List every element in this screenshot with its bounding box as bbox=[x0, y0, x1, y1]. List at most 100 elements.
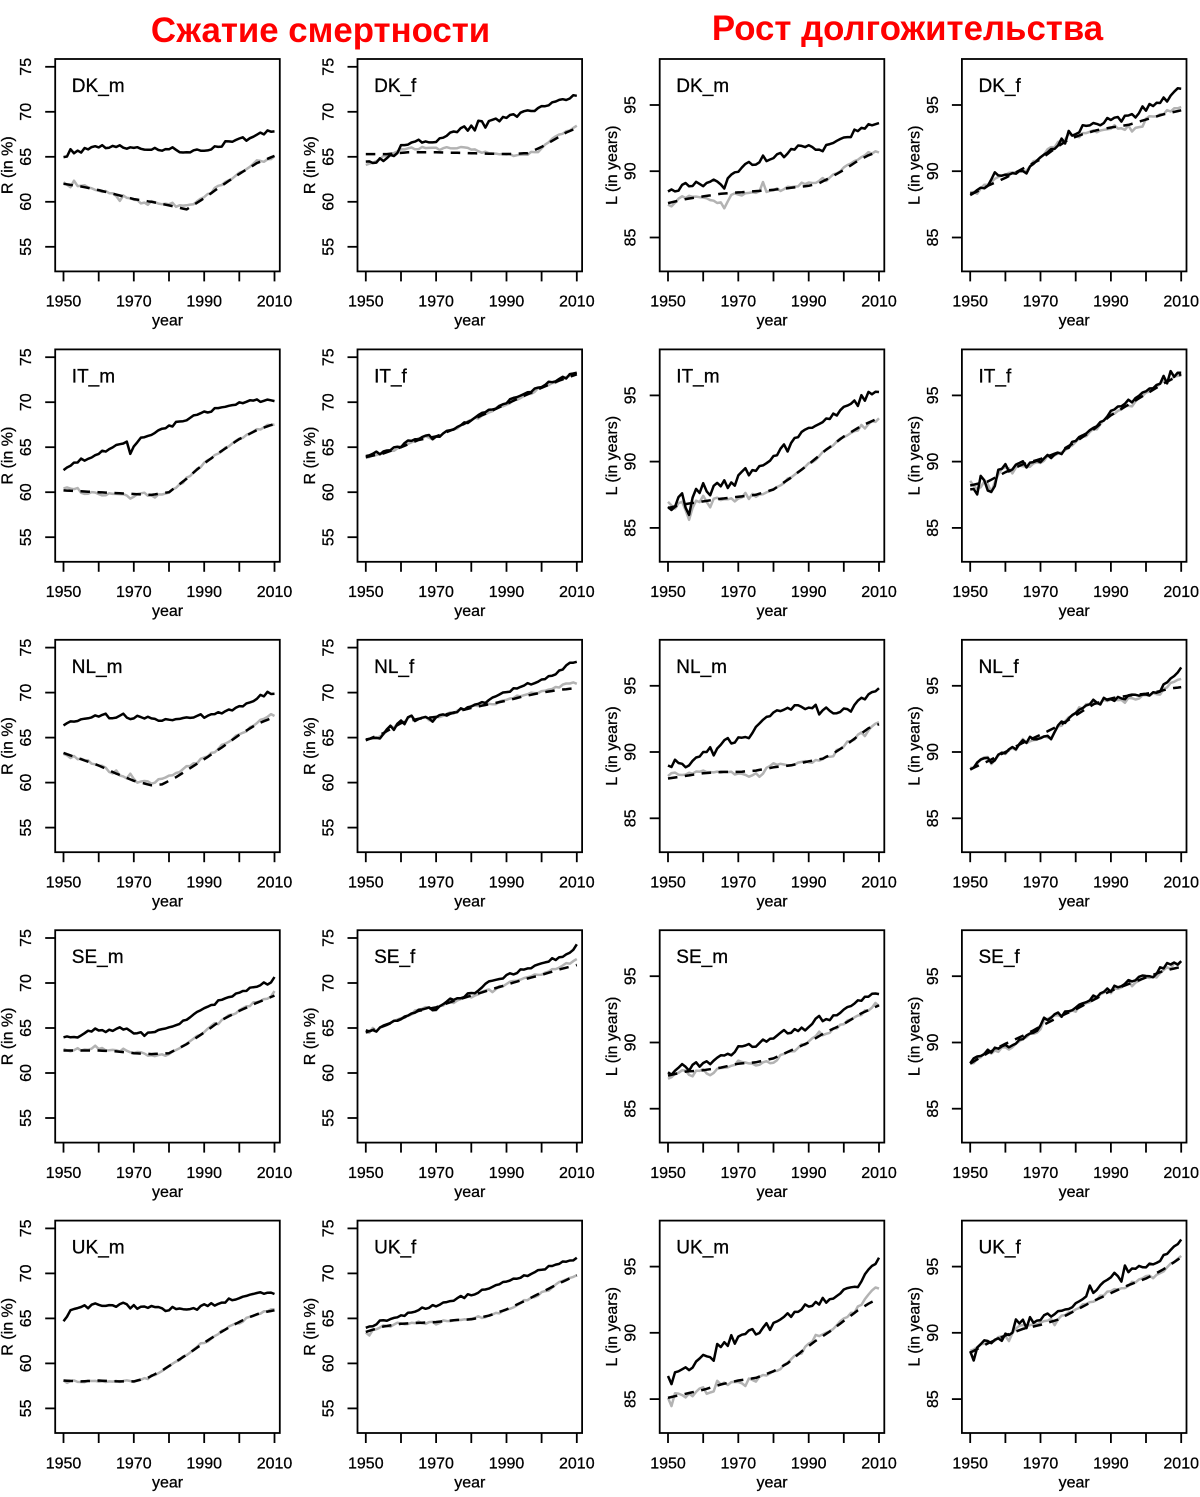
svg-text:R (in %): R (in %) bbox=[302, 717, 319, 775]
svg-text:60: 60 bbox=[321, 193, 338, 211]
svg-text:1990: 1990 bbox=[1093, 294, 1129, 311]
svg-text:L (in years): L (in years) bbox=[604, 706, 621, 785]
svg-text:95: 95 bbox=[623, 386, 640, 404]
svg-text:85: 85 bbox=[925, 519, 942, 537]
svg-text:NL_m: NL_m bbox=[72, 657, 123, 678]
svg-text:1950: 1950 bbox=[650, 1165, 686, 1182]
svg-text:1970: 1970 bbox=[116, 294, 152, 311]
svg-text:L (in years): L (in years) bbox=[906, 125, 923, 204]
svg-text:NL_f: NL_f bbox=[374, 657, 415, 678]
svg-text:1990: 1990 bbox=[791, 294, 827, 311]
svg-text:year: year bbox=[454, 1474, 486, 1491]
svg-text:2010: 2010 bbox=[1163, 1455, 1199, 1472]
svg-text:75: 75 bbox=[321, 639, 338, 657]
svg-text:55: 55 bbox=[18, 819, 35, 837]
svg-text:2010: 2010 bbox=[257, 294, 293, 311]
svg-text:L (in years): L (in years) bbox=[604, 1287, 621, 1366]
svg-text:1970: 1970 bbox=[1023, 875, 1059, 892]
svg-text:85: 85 bbox=[925, 1100, 942, 1118]
svg-text:85: 85 bbox=[623, 229, 640, 247]
svg-text:1970: 1970 bbox=[721, 294, 757, 311]
svg-text:90: 90 bbox=[925, 1324, 942, 1342]
svg-text:1970: 1970 bbox=[1023, 1165, 1059, 1182]
svg-text:1990: 1990 bbox=[791, 1165, 827, 1182]
svg-text:year: year bbox=[152, 603, 184, 620]
svg-text:year: year bbox=[1059, 1184, 1091, 1201]
svg-text:60: 60 bbox=[321, 1354, 338, 1372]
svg-text:75: 75 bbox=[18, 1219, 35, 1237]
svg-text:2010: 2010 bbox=[257, 584, 293, 601]
svg-text:65: 65 bbox=[321, 729, 338, 747]
svg-text:90: 90 bbox=[925, 743, 942, 761]
svg-text:UK_m: UK_m bbox=[676, 1238, 729, 1259]
svg-text:90: 90 bbox=[623, 1034, 640, 1052]
svg-text:1950: 1950 bbox=[650, 875, 686, 892]
svg-text:year: year bbox=[152, 313, 184, 330]
svg-text:Сжатие смертности: Сжатие смертности bbox=[151, 11, 490, 50]
svg-text:1990: 1990 bbox=[791, 584, 827, 601]
svg-text:85: 85 bbox=[925, 229, 942, 247]
svg-text:year: year bbox=[152, 1184, 184, 1201]
svg-text:2010: 2010 bbox=[1163, 584, 1199, 601]
svg-text:1970: 1970 bbox=[721, 1165, 757, 1182]
svg-text:IT_f: IT_f bbox=[979, 366, 1012, 387]
svg-text:L (in years): L (in years) bbox=[906, 997, 923, 1076]
svg-text:year: year bbox=[454, 1184, 486, 1201]
svg-text:2010: 2010 bbox=[559, 584, 595, 601]
svg-text:75: 75 bbox=[321, 1219, 338, 1237]
svg-text:55: 55 bbox=[18, 1109, 35, 1127]
svg-text:R (in %): R (in %) bbox=[0, 136, 17, 194]
svg-text:DK_f: DK_f bbox=[979, 76, 1022, 97]
svg-text:95: 95 bbox=[925, 677, 942, 695]
svg-text:1950: 1950 bbox=[650, 294, 686, 311]
svg-text:1970: 1970 bbox=[721, 584, 757, 601]
svg-text:1970: 1970 bbox=[418, 584, 454, 601]
svg-text:2010: 2010 bbox=[257, 1455, 293, 1472]
svg-text:1990: 1990 bbox=[791, 1455, 827, 1472]
svg-text:65: 65 bbox=[18, 1019, 35, 1037]
svg-text:55: 55 bbox=[321, 1109, 338, 1127]
svg-text:95: 95 bbox=[925, 1258, 942, 1276]
svg-text:1950: 1950 bbox=[46, 1165, 82, 1182]
svg-text:1990: 1990 bbox=[1093, 875, 1129, 892]
svg-text:75: 75 bbox=[321, 348, 338, 366]
svg-text:1950: 1950 bbox=[348, 1455, 384, 1472]
svg-text:year: year bbox=[756, 1474, 788, 1491]
svg-text:60: 60 bbox=[321, 1064, 338, 1082]
svg-text:year: year bbox=[1059, 1474, 1091, 1491]
svg-text:60: 60 bbox=[321, 483, 338, 501]
svg-text:NL_f: NL_f bbox=[979, 657, 1020, 678]
svg-text:1970: 1970 bbox=[1023, 584, 1059, 601]
svg-text:2010: 2010 bbox=[559, 875, 595, 892]
svg-text:1950: 1950 bbox=[952, 1455, 988, 1472]
svg-text:DK_m: DK_m bbox=[72, 76, 125, 97]
svg-text:75: 75 bbox=[18, 348, 35, 366]
svg-text:1970: 1970 bbox=[116, 584, 152, 601]
svg-text:IT_m: IT_m bbox=[72, 366, 115, 387]
svg-text:SE_m: SE_m bbox=[72, 947, 124, 968]
svg-text:85: 85 bbox=[925, 809, 942, 827]
svg-text:1950: 1950 bbox=[46, 875, 82, 892]
svg-text:1950: 1950 bbox=[952, 584, 988, 601]
svg-text:90: 90 bbox=[623, 453, 640, 471]
svg-text:75: 75 bbox=[18, 58, 35, 76]
svg-text:2010: 2010 bbox=[559, 294, 595, 311]
svg-text:65: 65 bbox=[18, 729, 35, 747]
svg-text:2010: 2010 bbox=[559, 1165, 595, 1182]
svg-text:1970: 1970 bbox=[721, 1455, 757, 1472]
svg-text:60: 60 bbox=[321, 774, 338, 792]
svg-text:95: 95 bbox=[623, 967, 640, 985]
svg-text:65: 65 bbox=[321, 148, 338, 166]
svg-text:1990: 1990 bbox=[489, 294, 525, 311]
svg-text:1990: 1990 bbox=[1093, 1455, 1129, 1472]
svg-text:1990: 1990 bbox=[186, 294, 222, 311]
svg-text:SE_f: SE_f bbox=[374, 947, 416, 968]
svg-text:55: 55 bbox=[321, 528, 338, 546]
svg-text:year: year bbox=[454, 603, 486, 620]
svg-text:75: 75 bbox=[18, 639, 35, 657]
svg-text:1950: 1950 bbox=[348, 294, 384, 311]
svg-text:65: 65 bbox=[321, 1309, 338, 1327]
svg-text:1970: 1970 bbox=[116, 875, 152, 892]
svg-text:55: 55 bbox=[321, 819, 338, 837]
svg-text:R (in %): R (in %) bbox=[0, 1008, 17, 1066]
